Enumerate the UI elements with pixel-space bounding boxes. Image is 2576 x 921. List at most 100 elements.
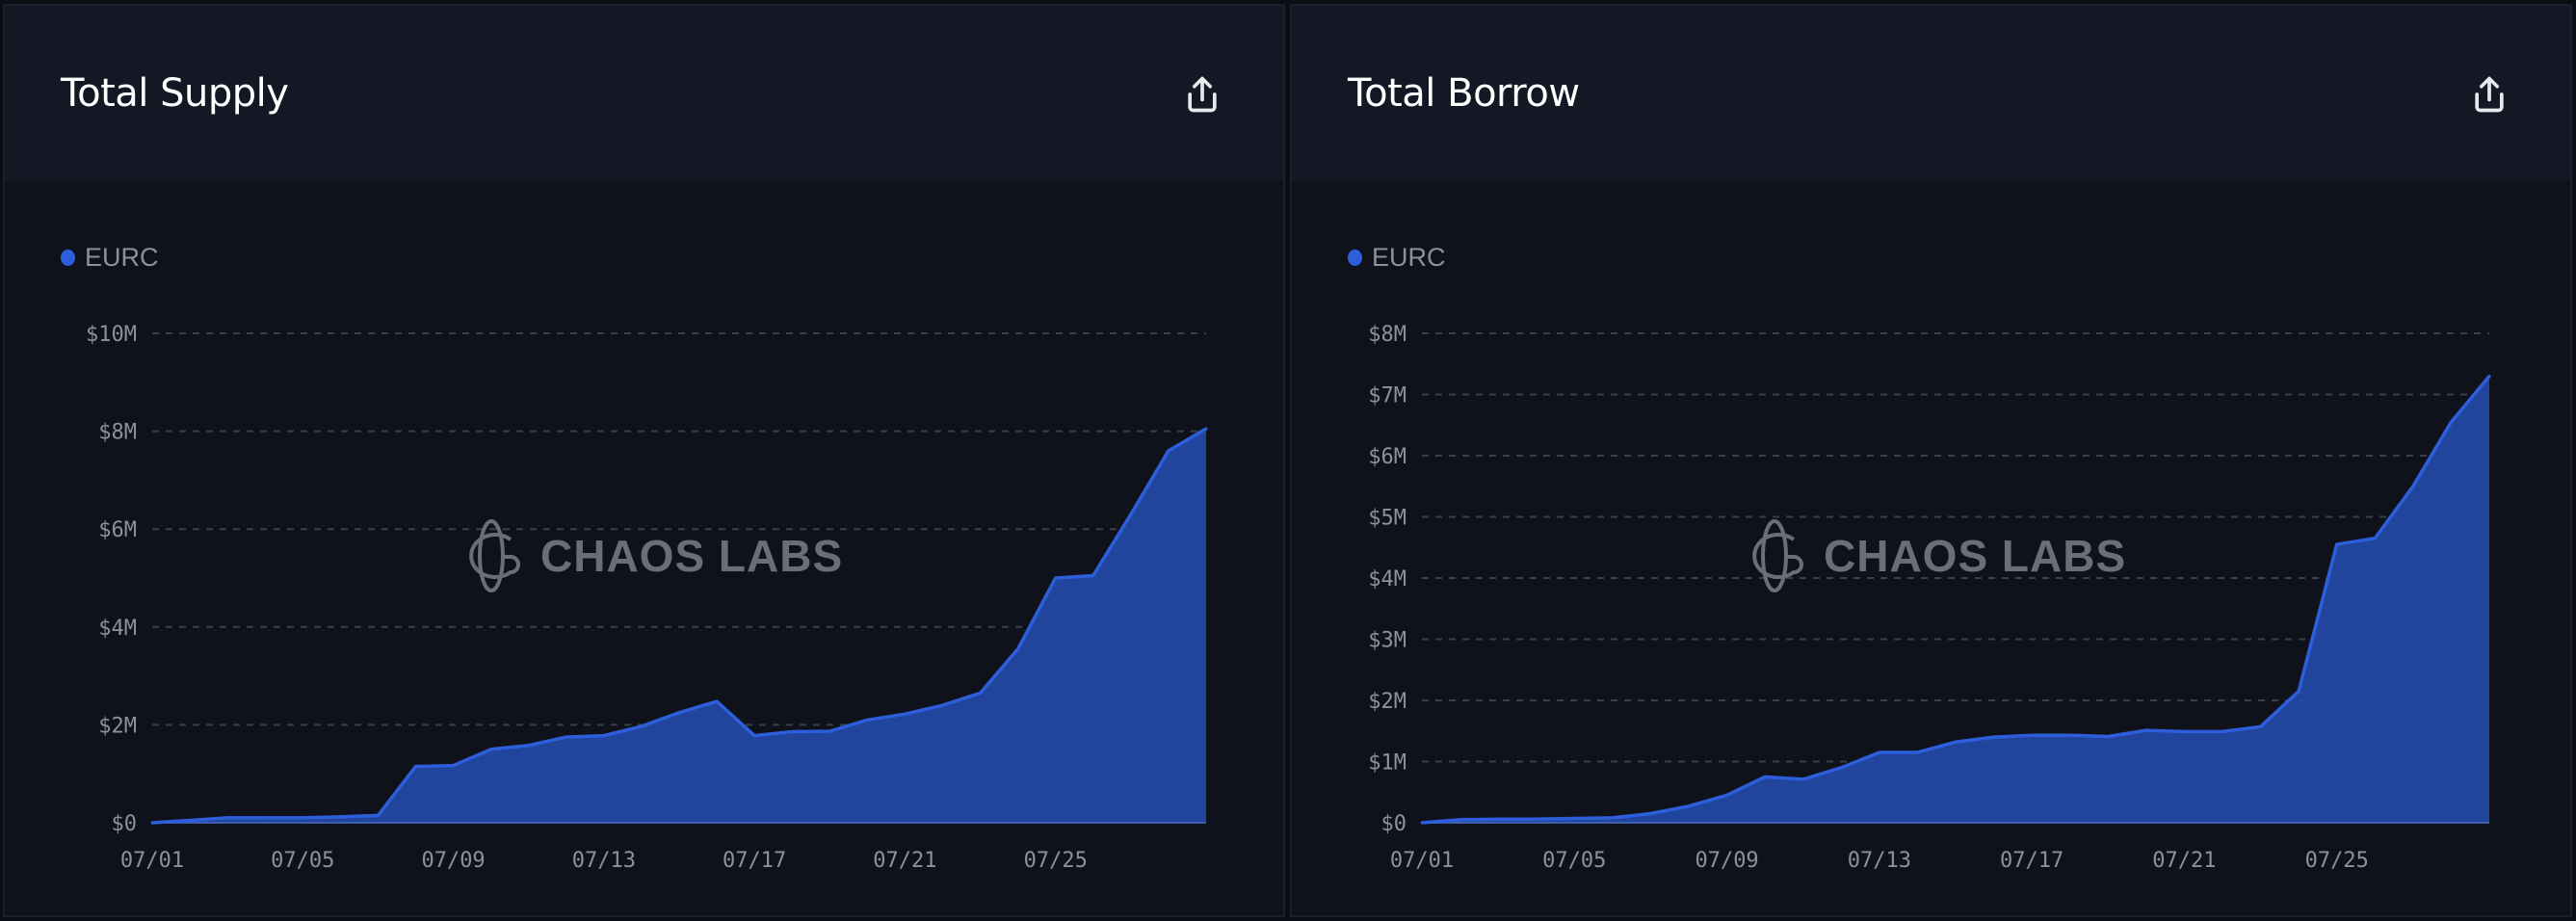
data-point [790, 730, 794, 734]
data-point [1992, 735, 1996, 739]
area-chart: $0 $2M $4M $6M $8M $10M 07/01 07/05 07/09 07/13 07… [86, 323, 1208, 873]
y-tick-label: $2M [1368, 690, 1406, 714]
data-point [527, 744, 531, 748]
data-point [376, 813, 380, 817]
data-point [414, 765, 417, 769]
data-point [903, 712, 907, 716]
data-point [263, 816, 267, 820]
data-point [865, 718, 869, 722]
data-point [979, 691, 983, 695]
data-point [1611, 816, 1615, 820]
legend-item[interactable]: EURC [1348, 243, 1446, 273]
data-point [1204, 427, 1208, 431]
y-tick-label: $2M [98, 714, 137, 738]
area-fill [1422, 376, 2489, 823]
y-tick-label: $6M [98, 518, 137, 542]
data-point [1496, 817, 1500, 821]
chaos-labs-watermark: CHAOS LABS [1741, 518, 2126, 593]
y-tick-label: $3M [1368, 629, 1406, 653]
watermark-text: CHAOS LABS [540, 531, 844, 581]
data-point [2487, 374, 2491, 378]
x-tick-label: 07/13 [572, 849, 636, 873]
data-point [1091, 573, 1095, 577]
data-point [1420, 821, 1424, 825]
data-point [1648, 811, 1652, 815]
data-point [1839, 766, 1843, 770]
panel-header: Total Borrow [1292, 6, 2570, 181]
x-tick-label: 07/17 [2000, 849, 2063, 873]
data-point [489, 748, 493, 751]
data-point [301, 816, 304, 820]
data-point [1915, 750, 1919, 754]
data-point [1535, 817, 1538, 821]
data-point [150, 821, 154, 825]
x-tick-label: 07/25 [2305, 849, 2369, 873]
data-point [1054, 576, 1058, 580]
data-point [2106, 734, 2110, 738]
x-tick-label: 07/25 [1024, 849, 1088, 873]
data-point [2221, 729, 2224, 733]
x-tick-label: 07/01 [1390, 849, 1454, 873]
data-point [2182, 729, 2186, 733]
legend-item[interactable]: EURC [61, 243, 159, 273]
data-point [1725, 793, 1729, 797]
legend-dot [61, 250, 75, 266]
area-fill [152, 429, 1206, 823]
y-tick-label: $5M [1368, 507, 1406, 531]
legend-label: EURC [1372, 243, 1446, 272]
data-point [2449, 420, 2453, 424]
legend-label: EURC [85, 243, 159, 272]
data-point [2335, 542, 2339, 546]
data-point [338, 815, 342, 819]
data-point [1878, 750, 1881, 754]
y-tick-label: $6M [1368, 445, 1406, 469]
y-tick-label: $0 [112, 812, 138, 836]
data-point [2259, 724, 2263, 728]
chaos-labs-logo-icon [469, 519, 520, 592]
data-point [715, 699, 719, 703]
panel-header: Total Supply [5, 6, 1283, 181]
data-point [602, 734, 606, 738]
chaos-labs-watermark: CHAOS LABS [458, 518, 843, 593]
x-tick-label: 07/17 [723, 849, 786, 873]
watermark-text: CHAOS LABS [1824, 531, 2127, 581]
y-tick-label: $4M [1368, 567, 1406, 592]
x-tick-label: 07/13 [1848, 849, 1911, 873]
data-point [188, 818, 192, 822]
x-tick-label: 07/05 [271, 849, 334, 873]
data-point [828, 729, 831, 733]
share-export-icon[interactable] [2468, 73, 2510, 116]
x-tick-label: 07/21 [873, 849, 936, 873]
total-borrow-panel: Total Borrow EURC $0 $1M $2M $3M $4M $5M $6M $7… [1290, 4, 2572, 917]
data-point [2373, 537, 2377, 540]
data-point [640, 724, 644, 728]
data-point [2030, 733, 2034, 737]
data-point [1954, 740, 1958, 744]
data-point [1016, 647, 1020, 651]
x-tick-label: 07/05 [1542, 849, 1606, 873]
x-tick-label: 07/09 [421, 849, 485, 873]
data-point [2144, 728, 2148, 732]
data-point [1801, 777, 1805, 781]
data-point [677, 711, 681, 715]
data-point [565, 735, 568, 739]
panel-title: Total Borrow [1348, 71, 1580, 116]
y-tick-label: $8M [98, 421, 137, 445]
share-export-icon[interactable] [1181, 73, 1223, 116]
data-point [1763, 775, 1767, 778]
data-point [1687, 804, 1691, 808]
data-point [1459, 818, 1462, 822]
data-point [752, 734, 756, 738]
data-point [1572, 817, 1576, 821]
data-point [2068, 733, 2072, 737]
y-tick-label: $8M [1368, 323, 1406, 347]
data-point [225, 816, 229, 820]
x-tick-label: 07/01 [120, 849, 184, 873]
y-tick-label: $4M [98, 617, 137, 641]
x-tick-label: 07/21 [2152, 849, 2216, 873]
panel-title: Total Supply [61, 71, 289, 116]
chaos-labs-logo-icon [1752, 519, 1803, 592]
x-tick-label: 07/09 [1695, 849, 1758, 873]
y-tick-label: $7M [1368, 384, 1406, 408]
data-point [1129, 513, 1133, 516]
